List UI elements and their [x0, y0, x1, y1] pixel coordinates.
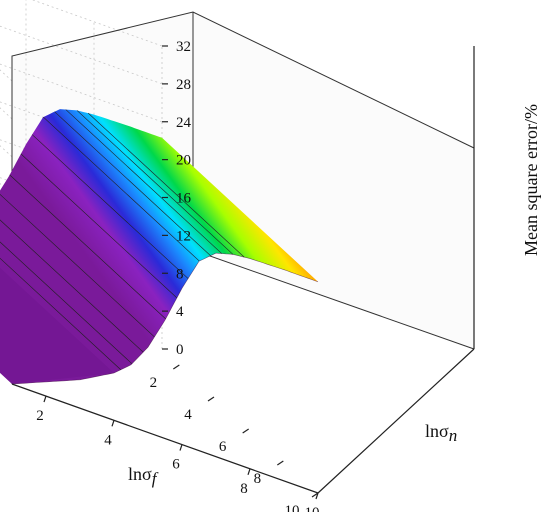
y-axis-line	[317, 348, 475, 494]
y-tick	[242, 428, 249, 434]
y-tick-label: 6	[219, 439, 227, 455]
x-axis-title-base: lnσ	[128, 464, 152, 484]
surface-contour-line	[9, 174, 166, 320]
surface-contour-line	[0, 241, 133, 365]
y-tick-label: 8	[254, 471, 262, 487]
surface-contour-line	[88, 112, 245, 258]
z-tick-label: 20	[176, 153, 191, 169]
x-axis-title-sub: f	[152, 469, 159, 488]
y-tick	[207, 396, 215, 402]
x-axis-ticks: 2 4 6 8 10	[36, 395, 320, 512]
z-tick-label: 12	[176, 228, 191, 244]
y-axis-title: lnσn	[425, 421, 457, 445]
z-tick-label: 0	[176, 342, 184, 358]
x-tick	[247, 468, 251, 475]
z-axis-ticks: 0 4 8 12 16 20 24 28 32	[162, 39, 192, 358]
surface-contour-line	[65, 109, 222, 254]
y-tick-label: 2	[150, 375, 158, 391]
surface-contour-line	[43, 116, 200, 262]
x-tick-label: 8	[240, 481, 248, 497]
back-floor-edge-right	[192, 249, 475, 350]
x-tick-label: 2	[36, 408, 44, 424]
x-tick-label: 4	[104, 432, 112, 448]
y-axis-title-sub: n	[449, 426, 458, 445]
z-tick-label: 32	[176, 39, 191, 55]
surface-contour-line	[20, 153, 178, 299]
x-tick	[111, 420, 115, 427]
surface-contour-line	[76, 110, 234, 255]
y-tick	[311, 492, 319, 498]
x-axis-line	[11, 383, 319, 494]
z-tick-label: 28	[176, 77, 191, 93]
surface-contour-line	[0, 193, 155, 338]
x-axis-title: lnσf	[128, 464, 159, 488]
x-tick-label: 10	[305, 505, 320, 512]
surface-contour-line	[54, 111, 211, 256]
surface-front-edge	[11, 252, 319, 385]
z-tick-label: 16	[176, 191, 192, 207]
y-axis-title-base: lnσ	[425, 421, 449, 441]
y-axis-ticks: 2 4 6 8 10	[150, 364, 319, 512]
x-tick-label: 6	[172, 457, 180, 473]
x-tick	[43, 395, 47, 403]
x-tick	[179, 444, 183, 451]
y-tick-label: 4	[184, 407, 192, 423]
x-tick	[315, 492, 319, 500]
surface-contour-line	[0, 219, 144, 353]
error-surface	[0, 109, 319, 385]
y-tick-label: 10	[285, 503, 300, 512]
z-axis-title: Mean square error/%	[521, 104, 541, 256]
surface-contour-line	[0, 257, 122, 370]
y-tick	[277, 460, 284, 466]
z-tick-label: 8	[176, 266, 184, 282]
surface-contour-line	[31, 134, 189, 279]
z-tick-label: 4	[176, 304, 184, 320]
y-tick	[173, 364, 180, 370]
z-tick-label: 24	[176, 115, 192, 131]
surface-shade	[0, 267, 114, 384]
